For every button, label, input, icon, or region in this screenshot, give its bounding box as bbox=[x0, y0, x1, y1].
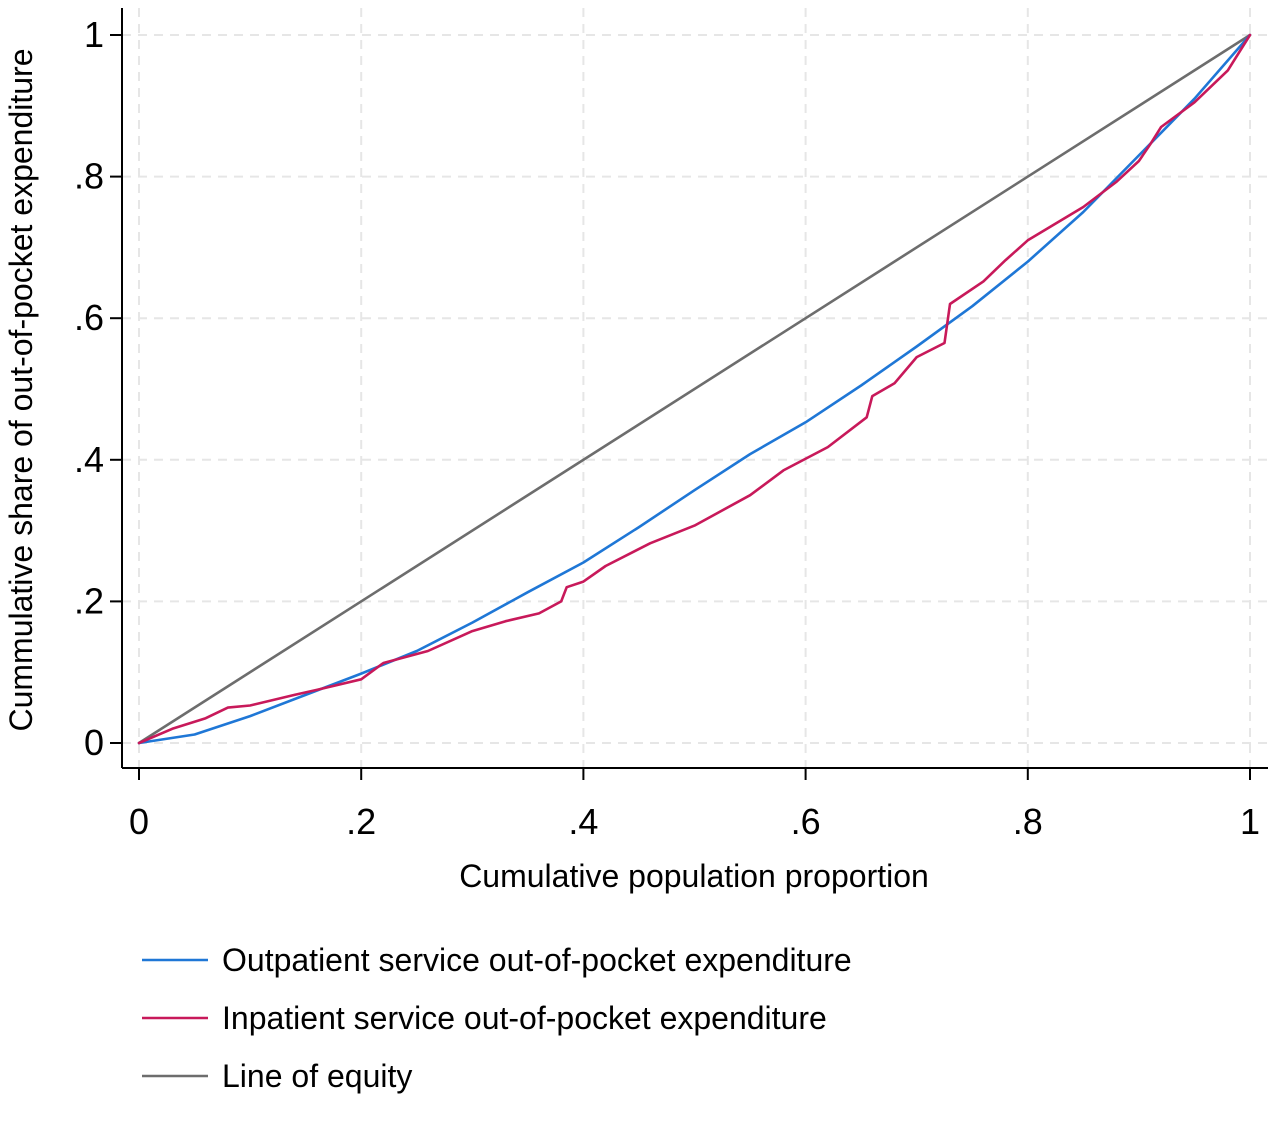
x-tick-label: 0 bbox=[129, 801, 149, 842]
y-tick-label: .2 bbox=[74, 580, 104, 621]
equity-line bbox=[137, 33, 1252, 745]
y-axis-title: Cummulative share of out-of-pocket expen… bbox=[3, 48, 39, 731]
x-tick-label: .2 bbox=[346, 801, 376, 842]
legend-label-equity: Line of equity bbox=[222, 1058, 412, 1094]
y-tick-label: 1 bbox=[84, 14, 104, 55]
x-tick-label: 1 bbox=[1240, 801, 1260, 842]
x-axis-ticks: 0 .2 .4 .6 .8 1 bbox=[129, 768, 1260, 842]
legend-label-inpatient: Inpatient service out-of-pocket expendit… bbox=[222, 1000, 827, 1036]
y-tick-label: .6 bbox=[74, 297, 104, 338]
y-tick-label: .8 bbox=[74, 156, 104, 197]
x-tick-label: .4 bbox=[568, 801, 598, 842]
legend: Outpatient service out-of-pocket expendi… bbox=[142, 942, 852, 1094]
y-tick-label: .4 bbox=[74, 439, 104, 480]
y-tick-label: 0 bbox=[84, 722, 104, 763]
series-lines bbox=[137, 33, 1252, 745]
inpatient-series-line bbox=[137, 33, 1252, 745]
x-tick-label: .6 bbox=[791, 801, 821, 842]
y-axis-ticks: 0 .2 .4 .6 .8 1 bbox=[74, 14, 122, 763]
legend-label-outpatient: Outpatient service out-of-pocket expendi… bbox=[222, 942, 852, 978]
x-axis-title: Cumulative population proportion bbox=[459, 858, 929, 894]
x-tick-label: .8 bbox=[1013, 801, 1043, 842]
